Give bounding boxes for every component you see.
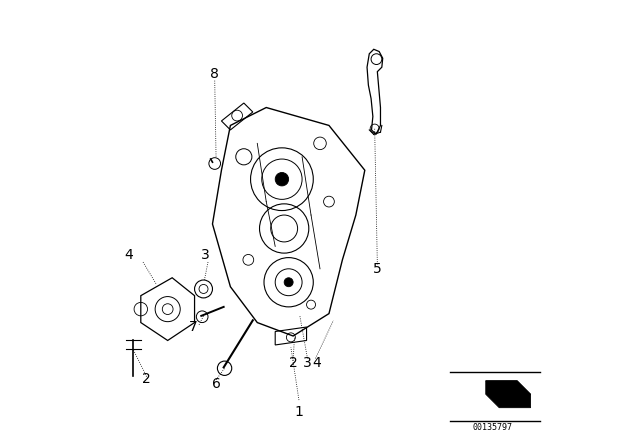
Circle shape [275, 172, 289, 186]
Text: 00135797: 00135797 [472, 423, 513, 432]
Text: 3: 3 [303, 356, 312, 370]
Polygon shape [486, 381, 531, 408]
Text: 8: 8 [211, 67, 219, 81]
Text: 4: 4 [312, 356, 321, 370]
Text: 1: 1 [294, 405, 303, 419]
Text: 4: 4 [124, 248, 133, 263]
Text: 5: 5 [373, 262, 381, 276]
Text: 2: 2 [289, 356, 298, 370]
Circle shape [284, 278, 293, 287]
Text: 7: 7 [189, 320, 198, 334]
Text: 3: 3 [202, 248, 210, 263]
Text: 6: 6 [212, 377, 221, 392]
Text: 2: 2 [142, 371, 151, 386]
